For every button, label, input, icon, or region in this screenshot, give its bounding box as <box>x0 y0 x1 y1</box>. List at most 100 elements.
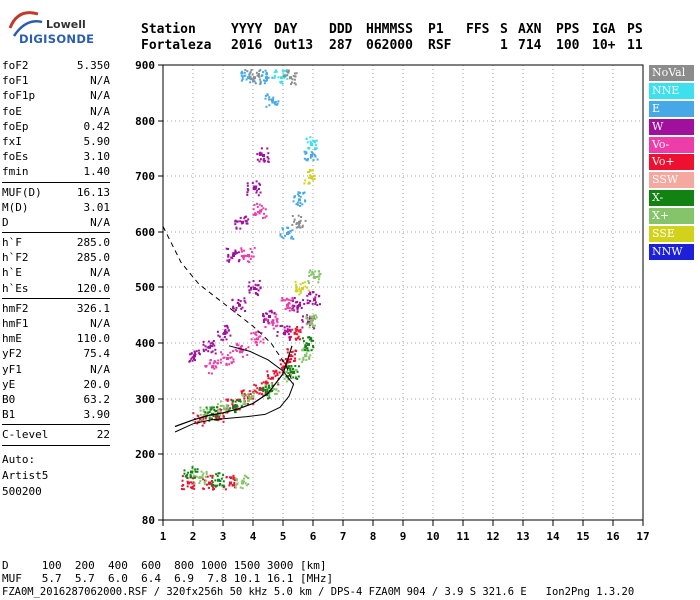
echo-point <box>296 378 299 380</box>
echo-point <box>241 392 243 395</box>
echo-point <box>192 481 195 484</box>
echo-point <box>222 485 225 488</box>
echo-point <box>252 331 255 334</box>
echo-point <box>298 224 301 227</box>
echo-point <box>311 291 314 294</box>
echo-point <box>288 367 291 370</box>
echo-point <box>280 366 283 369</box>
echo-point <box>265 73 268 76</box>
echo-point <box>192 476 195 479</box>
echo-point <box>230 477 232 479</box>
echo-point <box>307 147 310 150</box>
echo-point <box>314 154 317 157</box>
echo-point <box>312 315 315 318</box>
param-value: N/A <box>90 89 110 103</box>
echo-point <box>219 482 222 485</box>
echo-point <box>247 346 250 349</box>
echo-point <box>258 75 261 78</box>
x-tick-label: 9 <box>400 530 407 543</box>
echo-point <box>273 76 276 79</box>
echo-point <box>285 69 288 72</box>
echo-point <box>242 256 245 258</box>
echo-point <box>267 319 270 322</box>
echo-point <box>210 484 213 487</box>
param-value: N/A <box>90 362 110 376</box>
echo-point <box>259 183 261 186</box>
echo-point <box>216 330 219 333</box>
echo-point <box>194 353 197 356</box>
echo-point <box>289 368 292 371</box>
echo-point <box>310 154 313 157</box>
echo-point <box>242 393 245 396</box>
echo-point <box>291 305 294 308</box>
echo-point <box>248 72 251 75</box>
echo-point <box>310 169 313 172</box>
echo-point <box>285 371 288 374</box>
echo-point <box>315 139 318 142</box>
echo-point <box>196 468 199 471</box>
echo-point <box>218 472 221 475</box>
param-value: 326.1 <box>76 301 110 315</box>
param-value: 285.0 <box>76 251 110 265</box>
echo-point <box>255 288 258 291</box>
echo-point <box>189 474 192 477</box>
echo-point <box>217 414 220 417</box>
echo-point <box>242 393 244 396</box>
echo-point <box>310 339 313 342</box>
param-key: yE <box>2 377 16 391</box>
echo-point <box>216 362 219 365</box>
echo-point <box>243 74 246 77</box>
echo-point <box>317 281 320 284</box>
echo-point <box>312 273 315 276</box>
echo-point <box>283 365 286 369</box>
echo-point <box>227 248 229 250</box>
hdr-label-axn: AXN <box>518 22 542 37</box>
echo-point <box>245 475 248 478</box>
echo-point <box>266 312 269 315</box>
echo-point <box>199 480 202 483</box>
echo-point <box>247 396 250 400</box>
echo-point <box>308 182 311 185</box>
echo-point <box>228 409 231 412</box>
echo-point <box>267 375 270 378</box>
echo-point <box>211 341 214 344</box>
echo-point <box>219 410 222 413</box>
echo-point <box>209 362 211 365</box>
echo-point <box>288 365 291 368</box>
echo-point <box>287 298 290 301</box>
echo-point <box>306 322 309 325</box>
echo-point <box>294 369 297 372</box>
echo-point <box>241 72 244 75</box>
echo-point <box>189 475 192 478</box>
echo-point <box>201 474 204 477</box>
echo-point <box>205 364 208 367</box>
echo-point <box>241 220 244 224</box>
echo-point <box>285 69 288 71</box>
echo-point <box>305 342 308 345</box>
echo-point <box>310 323 313 326</box>
echo-point <box>287 227 290 229</box>
echo-point <box>286 226 289 229</box>
echo-point <box>247 399 250 402</box>
echo-point <box>268 386 271 389</box>
echo-point <box>297 375 300 378</box>
param-row: hmF1 N/A <box>2 316 110 331</box>
echo-point <box>258 70 261 73</box>
echo-point <box>234 479 236 481</box>
echo-point <box>315 275 318 278</box>
echo-point <box>305 345 307 347</box>
echo-point <box>296 201 299 204</box>
echo-point <box>305 317 308 320</box>
echo-point <box>304 354 307 358</box>
echo-point <box>265 71 268 74</box>
echo-point <box>262 313 265 315</box>
echo-point <box>229 407 232 410</box>
echo-point <box>289 76 292 80</box>
echo-point <box>297 222 300 225</box>
echo-point <box>234 348 237 351</box>
echo-point <box>240 405 243 408</box>
param-key: C-level <box>2 428 49 442</box>
echo-point <box>313 276 316 279</box>
echo-point <box>306 141 309 144</box>
echo-point <box>219 414 222 417</box>
